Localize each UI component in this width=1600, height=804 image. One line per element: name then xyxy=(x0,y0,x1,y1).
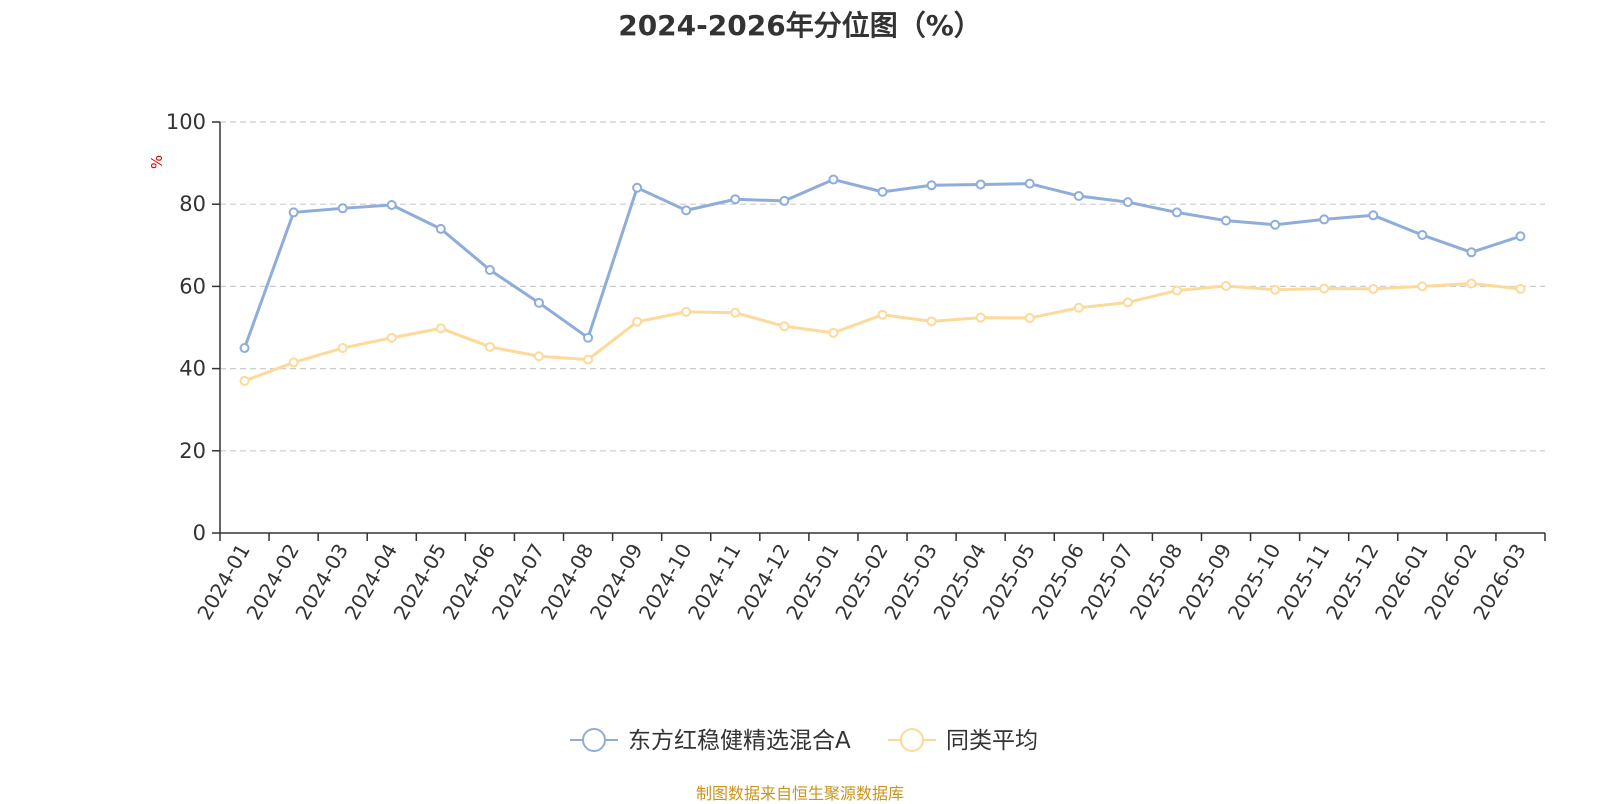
data-point xyxy=(877,309,888,320)
data-point xyxy=(1466,278,1477,289)
data-point xyxy=(288,357,299,368)
chart-title: 2024-2026年分位图（%） xyxy=(618,9,982,42)
data-point xyxy=(730,194,741,205)
y-tick-label: 20 xyxy=(179,439,206,463)
y-tick-label: 80 xyxy=(179,192,206,216)
series-line xyxy=(243,178,1521,349)
data-point xyxy=(1171,207,1182,218)
data-point xyxy=(583,354,594,365)
data-point xyxy=(828,327,839,338)
y-tick-label: 40 xyxy=(179,357,206,381)
data-point xyxy=(1122,297,1133,308)
data-point xyxy=(337,203,348,214)
data-point xyxy=(1319,283,1330,294)
data-point xyxy=(533,297,544,308)
data-point xyxy=(1221,215,1232,226)
data-point xyxy=(239,343,250,354)
data-point xyxy=(1368,283,1379,294)
data-point xyxy=(1270,284,1281,295)
y-tick-label: 0 xyxy=(193,521,206,545)
legend-label: 同类平均 xyxy=(946,728,1038,754)
data-point xyxy=(583,332,594,343)
data-point xyxy=(1319,214,1330,225)
data-point xyxy=(828,174,839,185)
data-point xyxy=(337,343,348,354)
data-point xyxy=(632,182,643,193)
data-point xyxy=(1270,219,1281,230)
data-point xyxy=(533,351,544,362)
data-point xyxy=(975,312,986,323)
data-point xyxy=(435,223,446,234)
data-point xyxy=(288,207,299,218)
data-point xyxy=(926,180,937,191)
data-point xyxy=(1073,302,1084,313)
data-source-note: 制图数据来自恒生聚源数据库 xyxy=(695,784,904,803)
data-point xyxy=(1417,281,1428,292)
data-point xyxy=(877,186,888,197)
y-tick-label: 100 xyxy=(166,110,206,134)
legend-marker xyxy=(582,728,606,752)
data-point xyxy=(1171,285,1182,296)
legend-label: 东方红稳健精选混合A xyxy=(628,728,851,754)
series-line xyxy=(244,282,1521,383)
data-point xyxy=(484,341,495,352)
data-point xyxy=(386,332,397,343)
data-point xyxy=(632,316,643,327)
data-point xyxy=(1515,231,1526,242)
data-point xyxy=(239,375,250,386)
data-point xyxy=(435,323,446,334)
data-point xyxy=(975,179,986,190)
legend-marker xyxy=(900,728,924,752)
data-point xyxy=(386,200,397,211)
data-point xyxy=(681,306,692,317)
data-point xyxy=(1024,178,1035,189)
y-tick-label: 60 xyxy=(179,274,206,298)
data-point xyxy=(681,205,692,216)
data-point xyxy=(779,321,790,332)
data-point xyxy=(926,316,937,327)
data-point xyxy=(1221,280,1232,291)
data-point xyxy=(484,264,495,275)
data-point xyxy=(1073,190,1084,201)
data-point xyxy=(730,307,741,318)
y-axis-label: % xyxy=(148,155,166,169)
data-point xyxy=(1368,210,1379,221)
data-point xyxy=(1024,313,1035,324)
data-point xyxy=(1515,283,1526,294)
data-point xyxy=(779,195,790,206)
data-point xyxy=(1466,247,1477,258)
data-point xyxy=(1122,197,1133,208)
data-point xyxy=(1417,230,1428,241)
